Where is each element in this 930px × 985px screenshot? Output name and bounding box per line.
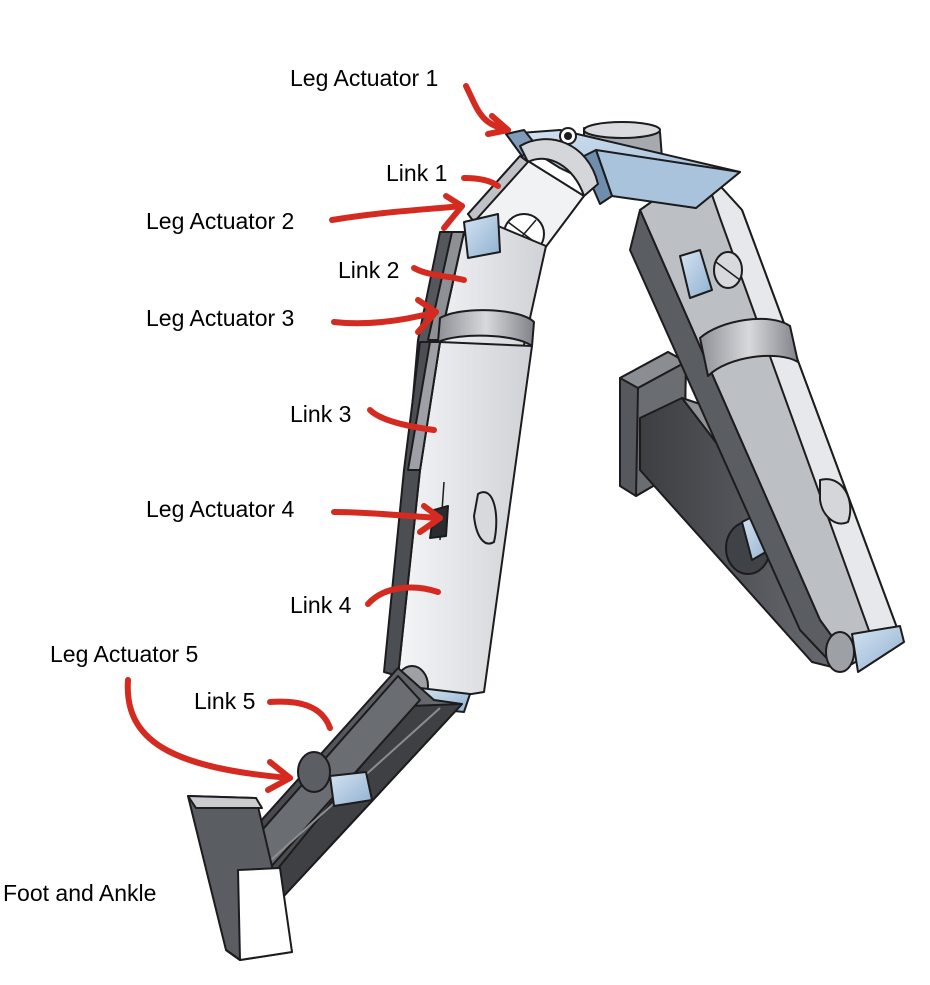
label-link-2: Link 2 (338, 257, 400, 283)
leg-actuator-4-disc (473, 491, 498, 545)
rear-leg (619, 165, 905, 673)
arrow-leg-actuator-5 (124, 677, 293, 781)
annotation-arrows (124, 83, 511, 793)
label-leg-actuator-3: Leg Actuator 3 (146, 305, 295, 331)
front-leg (187, 155, 585, 961)
arrow-leg-actuator-4 (331, 509, 443, 521)
arrow-leg-actuator-1-head (485, 113, 511, 137)
label-link-3: Link 3 (290, 401, 352, 427)
label-link-1: Link 1 (386, 160, 448, 186)
label-leg-actuator-1: Leg Actuator 1 (290, 65, 439, 91)
arrow-leg-actuator-1 (463, 83, 511, 133)
rear-knee-band (699, 317, 799, 377)
arrow-leg-actuator-3 (331, 309, 439, 327)
arrow-leg-actuator-5-head (265, 759, 293, 793)
label-leg-actuator-4: Leg Actuator 4 (146, 496, 295, 522)
arrow-leg-actuator-2-head (441, 193, 465, 231)
label-link-5: Link 5 (194, 688, 256, 714)
label-leg-actuator-2: Leg Actuator 2 (146, 208, 295, 234)
arrow-leg-actuator-4-head (417, 503, 443, 535)
arrow-link-5 (267, 698, 333, 731)
arrow-link-2 (411, 265, 467, 283)
hip-assembly (505, 121, 741, 209)
arrow-leg-actuator-2 (329, 203, 465, 223)
arrow-leg-actuator-3-head (415, 297, 439, 335)
label-foot-and-ankle: Foot and Ankle (3, 880, 157, 906)
label-leg-actuator-5: Leg Actuator 5 (50, 641, 199, 667)
leg-actuator-2-block (463, 213, 501, 259)
hip-clamp-ring (519, 138, 599, 197)
arrow-link-3 (367, 407, 437, 433)
label-link-4: Link 4 (290, 592, 352, 618)
arrow-link-1 (461, 175, 501, 189)
arrow-link-4 (365, 584, 441, 607)
leg-actuator-5-disc (297, 751, 331, 793)
